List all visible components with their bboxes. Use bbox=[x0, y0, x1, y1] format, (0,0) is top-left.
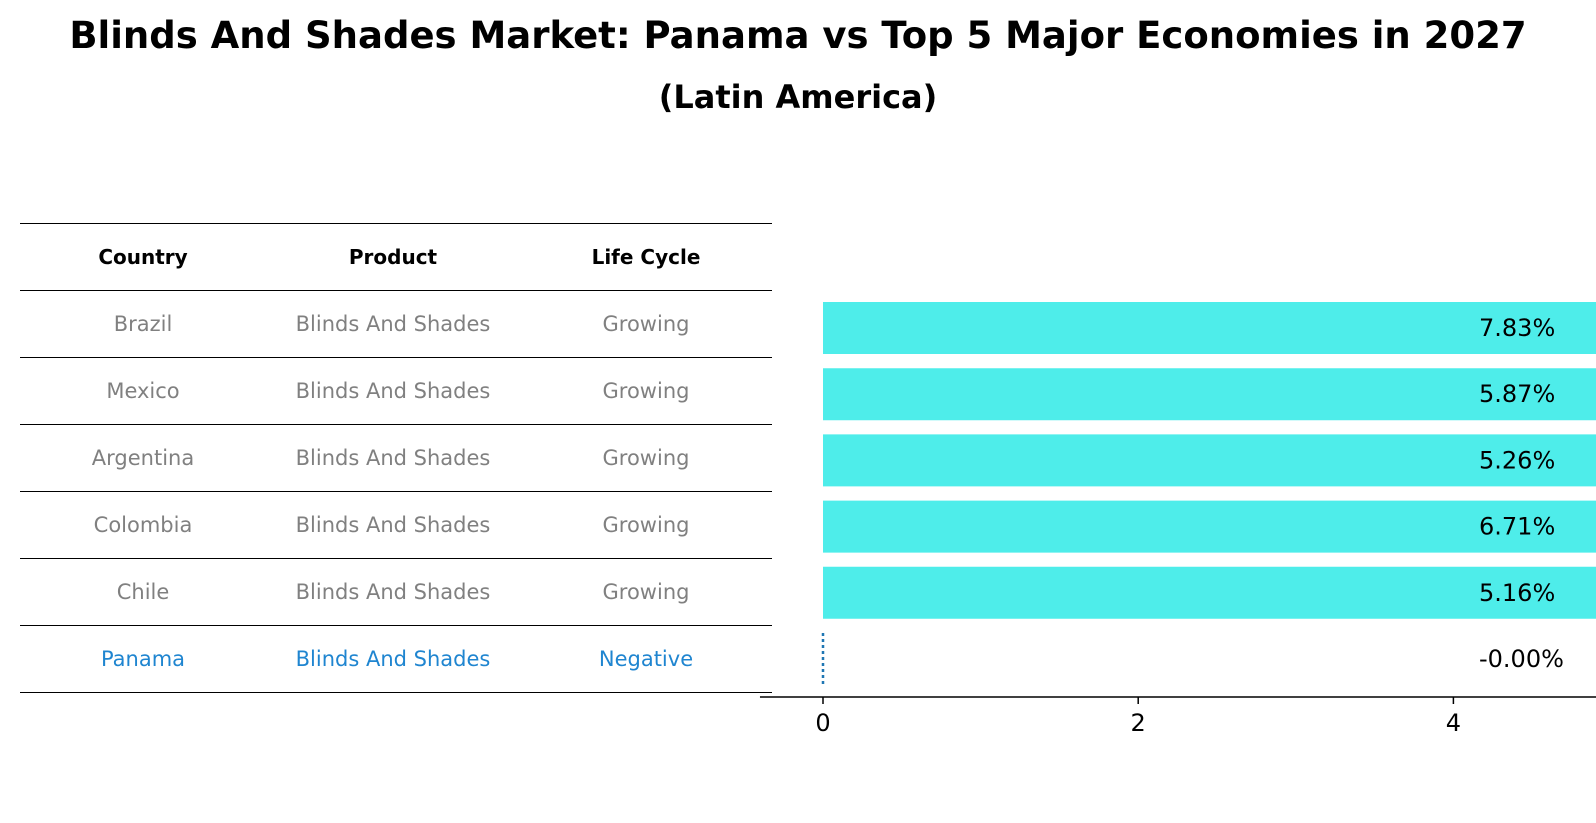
bar-brazil bbox=[823, 302, 1596, 354]
cell-life-cycle: Growing bbox=[520, 491, 772, 559]
header-product: Product bbox=[266, 223, 520, 291]
chart-title: Blinds And Shades Market: Panama vs Top … bbox=[69, 14, 1527, 57]
cell-product: Blinds And Shades bbox=[266, 491, 520, 559]
bar-colombia bbox=[823, 500, 1596, 553]
cell-product: Blinds And Shades bbox=[266, 424, 520, 492]
bar-chile bbox=[823, 566, 1596, 619]
lifecycle-table: Country Product Life Cycle Brazil Blinds… bbox=[20, 223, 772, 693]
table-header-row: Country Product Life Cycle bbox=[20, 223, 772, 291]
cell-life-cycle: Negative bbox=[520, 625, 772, 693]
cell-country: Argentina bbox=[20, 424, 266, 492]
header-country: Country bbox=[20, 223, 266, 291]
bar-argentina bbox=[823, 434, 1596, 487]
value-label-mexico: 5.87% bbox=[1479, 380, 1555, 408]
cell-life-cycle: Growing bbox=[520, 558, 772, 626]
cell-country: Chile bbox=[20, 558, 266, 626]
cell-product: Blinds And Shades bbox=[266, 558, 520, 626]
bar-mexico bbox=[823, 368, 1596, 421]
value-label-panama: -0.00% bbox=[1479, 645, 1564, 673]
x-tick-label: 0 bbox=[815, 709, 830, 737]
cell-product: Blinds And Shades bbox=[266, 357, 520, 425]
cell-life-cycle: Growing bbox=[520, 424, 772, 492]
cell-country: Colombia bbox=[20, 491, 266, 559]
table-row-highlight: Panama Blinds And Shades Negative bbox=[20, 625, 772, 693]
table-row: Argentina Blinds And Shades Growing bbox=[20, 424, 772, 492]
cell-life-cycle: Growing bbox=[520, 290, 772, 358]
table-row: Mexico Blinds And Shades Growing bbox=[20, 357, 772, 425]
x-tick-label: 2 bbox=[1131, 709, 1146, 737]
cell-country: Brazil bbox=[20, 290, 266, 358]
header-life-cycle: Life Cycle bbox=[520, 223, 772, 291]
table-row: Brazil Blinds And Shades Growing bbox=[20, 290, 772, 358]
value-label-colombia: 6.71% bbox=[1479, 513, 1555, 541]
value-label-argentina: 5.26% bbox=[1479, 446, 1555, 474]
chart-subtitle: (Latin America) bbox=[658, 78, 938, 116]
value-label-chile: 5.16% bbox=[1479, 579, 1555, 607]
table-row: Chile Blinds And Shades Growing bbox=[20, 558, 772, 626]
cell-product: Blinds And Shades bbox=[266, 625, 520, 693]
cell-country: Panama bbox=[20, 625, 266, 693]
cell-product: Blinds And Shades bbox=[266, 290, 520, 358]
table-row: Colombia Blinds And Shades Growing bbox=[20, 491, 772, 559]
value-label-brazil: 7.83% bbox=[1479, 314, 1555, 342]
x-tick-label: 4 bbox=[1446, 709, 1461, 737]
cell-country: Mexico bbox=[20, 357, 266, 425]
